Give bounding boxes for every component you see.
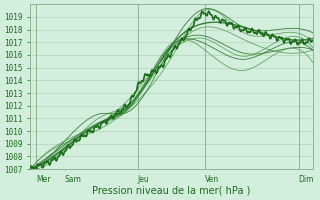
Text: Jeu: Jeu: [138, 175, 149, 184]
Text: Ven: Ven: [205, 175, 220, 184]
Text: Dim: Dim: [299, 175, 314, 184]
Text: Sam: Sam: [64, 175, 81, 184]
Text: Mer: Mer: [36, 175, 51, 184]
X-axis label: Pression niveau de la mer( hPa ): Pression niveau de la mer( hPa ): [92, 186, 251, 196]
